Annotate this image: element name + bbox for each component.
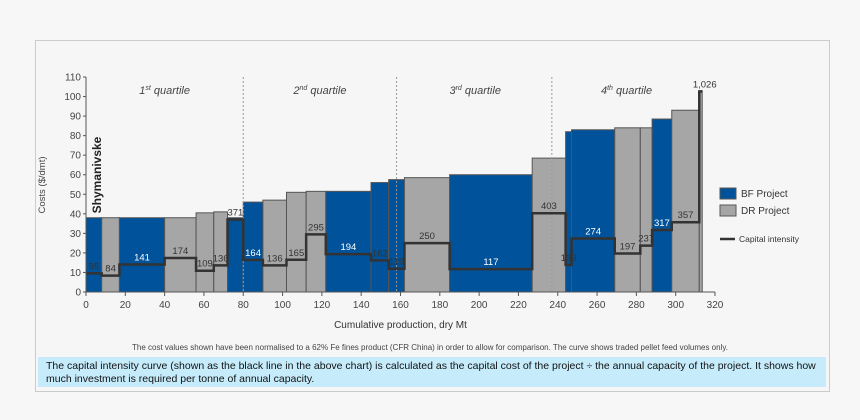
y-tick-label: 90 bbox=[70, 112, 82, 123]
x-tick-label: 20 bbox=[120, 300, 132, 311]
capital-intensity-label: 174 bbox=[172, 246, 188, 257]
x-tick-label: 300 bbox=[667, 300, 684, 311]
x-tick-label: 140 bbox=[353, 300, 370, 311]
capital-intensity-label: 165 bbox=[288, 248, 304, 259]
quartile-label: 1st quartile bbox=[139, 85, 190, 97]
bar-bf bbox=[85, 217, 103, 293]
capital-intensity-label: 295 bbox=[308, 222, 324, 233]
bar-dr bbox=[403, 177, 451, 293]
bar-bf bbox=[388, 179, 405, 293]
legend-label-capital: Capital intensity bbox=[739, 234, 800, 244]
y-tick-label: 10 bbox=[70, 268, 82, 279]
capital-intensity-label: 197 bbox=[620, 241, 636, 252]
x-tick-label: 180 bbox=[431, 300, 448, 311]
y-tick-label: 50 bbox=[70, 190, 82, 201]
capital-intensity-label: 371 bbox=[227, 207, 243, 218]
capital-intensity-label: 136 bbox=[213, 253, 229, 264]
quartile-label: 4th quartile bbox=[601, 85, 652, 97]
bar-bf bbox=[565, 131, 573, 293]
x-tick-label: 260 bbox=[589, 300, 606, 311]
bar-bf bbox=[370, 182, 390, 293]
bar-dr bbox=[195, 212, 215, 293]
bar-dr bbox=[285, 191, 307, 293]
shymanivske-annotation: Shymanivske bbox=[90, 136, 104, 213]
bar-dr bbox=[213, 211, 229, 293]
capital-intensity-label: 117 bbox=[483, 257, 498, 268]
legend-label-bf: BF Project bbox=[741, 189, 788, 200]
x-tick-label: 80 bbox=[238, 300, 250, 311]
y-tick-label: 60 bbox=[70, 170, 82, 181]
y-tick-label: 20 bbox=[70, 248, 82, 259]
x-axis-title: Cumulative production, dry Mt bbox=[334, 320, 467, 331]
bar-bf bbox=[449, 174, 533, 293]
y-tick-label: 100 bbox=[64, 92, 81, 103]
bar-bf bbox=[325, 190, 372, 293]
bar-dr bbox=[531, 157, 567, 293]
capital-intensity-label: 403 bbox=[541, 201, 557, 212]
x-tick-label: 320 bbox=[707, 300, 724, 311]
y-axis-title: Costs ($/dmt) bbox=[37, 156, 48, 213]
legend-swatch-bf bbox=[719, 187, 737, 200]
capital-intensity-label: 1,026 bbox=[693, 79, 717, 90]
capital-intensity-label: 250 bbox=[419, 231, 435, 242]
bar-dr bbox=[101, 217, 120, 293]
bar-bf bbox=[227, 217, 244, 293]
x-tick-label: 40 bbox=[159, 300, 171, 311]
capital-intensity-label: 237 bbox=[638, 234, 654, 245]
bar-dr bbox=[262, 199, 287, 293]
y-tick-label: 0 bbox=[75, 288, 81, 299]
x-tick-label: 160 bbox=[392, 300, 409, 311]
x-tick-label: 0 bbox=[83, 300, 89, 311]
x-tick-label: 100 bbox=[274, 300, 291, 311]
capital-intensity-label: 139 bbox=[561, 253, 577, 264]
x-tick-label: 220 bbox=[510, 300, 527, 311]
chart-note: The cost values shown have been normalis… bbox=[131, 343, 728, 352]
capital-intensity-label: 84 bbox=[105, 264, 116, 275]
capital-intensity-label: 95 bbox=[89, 261, 100, 272]
x-tick-label: 280 bbox=[628, 300, 645, 311]
x-tick-label: 240 bbox=[549, 300, 566, 311]
bar-dr bbox=[614, 127, 641, 293]
capital-intensity-label: 109 bbox=[197, 259, 213, 270]
bar-bf bbox=[651, 118, 673, 293]
capital-intensity-label: 141 bbox=[134, 252, 150, 263]
bar-bf bbox=[571, 129, 616, 293]
y-tick-label: 80 bbox=[70, 131, 82, 142]
capital-intensity-label: 162 bbox=[372, 248, 388, 259]
quartile-label: 2nd quartile bbox=[292, 85, 346, 97]
y-tick-label: 110 bbox=[65, 73, 81, 84]
capital-intensity-line bbox=[86, 90, 703, 277]
legend-swatch-dr bbox=[719, 204, 737, 217]
capital-intensity-label: 194 bbox=[340, 242, 356, 253]
x-tick-label: 200 bbox=[471, 300, 488, 311]
capital-intensity-label: 274 bbox=[585, 226, 601, 237]
bar-dr bbox=[671, 109, 700, 293]
y-tick-label: 70 bbox=[70, 151, 82, 162]
capital-intensity-label: 317 bbox=[654, 218, 670, 229]
bar-dr bbox=[305, 190, 327, 293]
quartile-label: 3rd quartile bbox=[449, 85, 501, 97]
capital-intensity-label: 357 bbox=[678, 210, 694, 221]
legend-label-dr: DR Project bbox=[741, 206, 790, 217]
capital-intensity-label: 136 bbox=[267, 253, 283, 264]
y-tick-label: 40 bbox=[70, 209, 82, 220]
bar-dr bbox=[639, 127, 653, 293]
x-tick-label: 120 bbox=[314, 300, 331, 311]
capital-intensity-label: 119 bbox=[389, 257, 404, 268]
capital-intensity-callout: The capital intensity curve (shown as th… bbox=[38, 357, 826, 387]
x-tick-label: 60 bbox=[198, 300, 210, 311]
capital-intensity-label: 164 bbox=[245, 248, 261, 259]
y-tick-label: 30 bbox=[70, 229, 82, 240]
